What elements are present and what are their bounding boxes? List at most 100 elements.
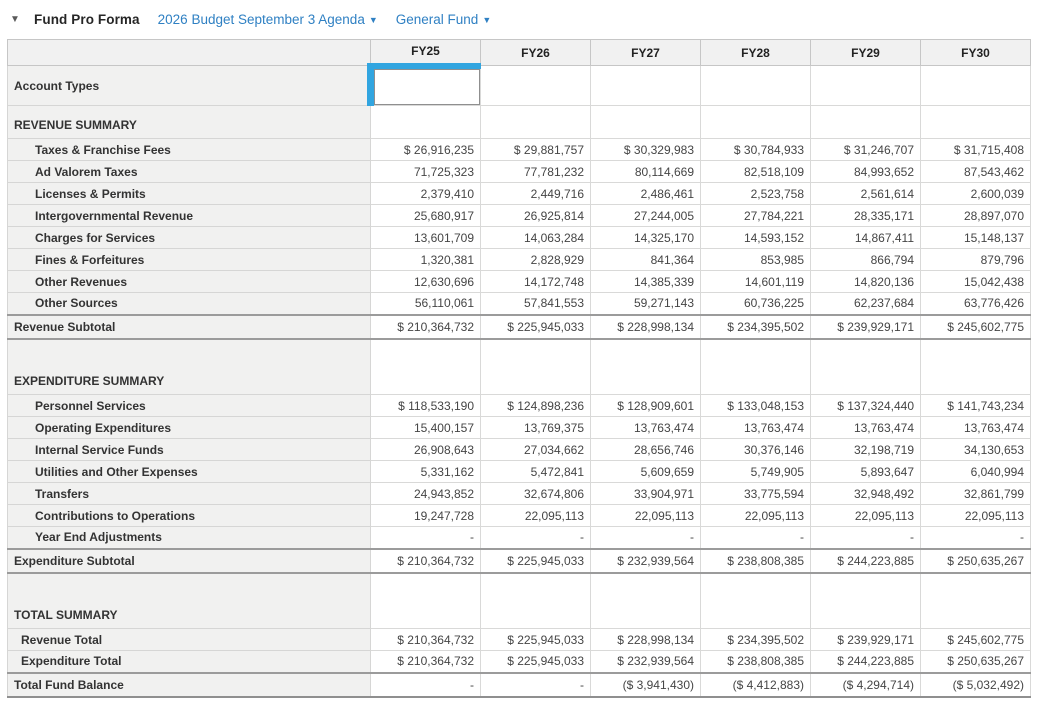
cell-fy25[interactable]: 15,400,157 — [370, 416, 481, 439]
cell-fy29[interactable]: $ 244,223,885 — [810, 650, 921, 673]
cell-fy26[interactable]: 2,449,716 — [480, 182, 591, 205]
cell-fy27[interactable]: 33,904,971 — [590, 482, 701, 505]
cell-fy27[interactable] — [590, 338, 701, 395]
cell-fy27[interactable]: 27,244,005 — [590, 204, 701, 227]
cell-fy30[interactable]: 15,042,438 — [920, 270, 1031, 293]
cell-fy30[interactable]: 15,148,137 — [920, 226, 1031, 249]
cell-fy28[interactable]: 2,523,758 — [700, 182, 811, 205]
cell-fy26[interactable]: 26,925,814 — [480, 204, 591, 227]
cell-fy27[interactable]: 28,656,746 — [590, 438, 701, 461]
cell-fy25[interactable]: 2,379,410 — [370, 182, 481, 205]
cell-fy27[interactable]: - — [590, 526, 701, 549]
cell-fy28[interactable]: 82,518,109 — [700, 160, 811, 183]
cell-fy25[interactable] — [367, 62, 481, 106]
cell-fy28[interactable]: 5,749,905 — [700, 460, 811, 483]
cell-fy30[interactable]: $ 141,743,234 — [920, 394, 1031, 417]
cell-fy27[interactable]: ($ 3,941,430) — [590, 671, 701, 698]
cell-fy27[interactable]: 14,325,170 — [590, 226, 701, 249]
cell-fy28[interactable]: 22,095,113 — [700, 504, 811, 527]
cell-fy25[interactable]: 1,320,381 — [370, 248, 481, 271]
cell-fy28[interactable]: 30,376,146 — [700, 438, 811, 461]
cell-fy28[interactable]: 27,784,221 — [700, 204, 811, 227]
cell-fy26[interactable]: - — [480, 671, 591, 698]
cell-fy28[interactable] — [700, 572, 811, 629]
cell-fy27[interactable]: 22,095,113 — [590, 504, 701, 527]
cell-fy25[interactable]: 56,110,061 — [370, 292, 481, 315]
fund-dropdown[interactable]: General Fund ▼ — [396, 12, 491, 27]
cell-fy25[interactable]: $ 210,364,732 — [370, 313, 481, 340]
cell-fy29[interactable] — [810, 65, 921, 106]
cell-fy29[interactable]: 14,820,136 — [810, 270, 921, 293]
cell-fy28[interactable]: $ 133,048,153 — [700, 394, 811, 417]
cell-fy25[interactable]: 24,943,852 — [370, 482, 481, 505]
cell-fy26[interactable] — [480, 65, 591, 106]
cell-fy27[interactable]: 13,763,474 — [590, 416, 701, 439]
cell-fy29[interactable]: 28,335,171 — [810, 204, 921, 227]
cell-fy29[interactable]: $ 31,246,707 — [810, 138, 921, 161]
cell-fy26[interactable]: 22,095,113 — [480, 504, 591, 527]
cell-fy26[interactable]: 57,841,553 — [480, 292, 591, 315]
cell-fy30[interactable] — [920, 338, 1031, 395]
cell-fy26[interactable]: 14,172,748 — [480, 270, 591, 293]
cell-fy28[interactable]: $ 238,808,385 — [700, 547, 811, 574]
cell-fy29[interactable]: - — [810, 526, 921, 549]
cell-fy26[interactable]: $ 124,898,236 — [480, 394, 591, 417]
cell-fy27[interactable]: $ 228,998,134 — [590, 313, 701, 340]
cell-fy26[interactable]: $ 225,945,033 — [480, 650, 591, 673]
column-header-fy25[interactable]: FY25 — [370, 39, 481, 66]
cell-fy28[interactable] — [700, 65, 811, 106]
cell-fy30[interactable]: $ 250,635,267 — [920, 650, 1031, 673]
cell-fy30[interactable]: 879,796 — [920, 248, 1031, 271]
cell-fy26[interactable]: - — [480, 526, 591, 549]
cell-fy25[interactable]: 71,725,323 — [370, 160, 481, 183]
cell-fy26[interactable]: $ 225,945,033 — [480, 547, 591, 574]
cell-fy27[interactable] — [590, 572, 701, 629]
cell-fy27[interactable]: $ 232,939,564 — [590, 547, 701, 574]
cell-fy29[interactable] — [810, 338, 921, 395]
cell-fy26[interactable] — [480, 105, 591, 139]
cell-fy28[interactable]: 13,763,474 — [700, 416, 811, 439]
column-header-fy27[interactable]: FY27 — [590, 39, 701, 66]
cell-fy25[interactable]: - — [370, 671, 481, 698]
cell-fy28[interactable]: ($ 4,412,883) — [700, 671, 811, 698]
cell-fy28[interactable]: 853,985 — [700, 248, 811, 271]
cell-fy26[interactable]: 27,034,662 — [480, 438, 591, 461]
cell-fy27[interactable]: 5,609,659 — [590, 460, 701, 483]
cell-fy25[interactable]: - — [370, 526, 481, 549]
cell-fy26[interactable]: 13,769,375 — [480, 416, 591, 439]
cell-fy30[interactable]: 2,600,039 — [920, 182, 1031, 205]
cell-fy29[interactable]: 22,095,113 — [810, 504, 921, 527]
cell-fy26[interactable] — [480, 338, 591, 395]
cell-fy28[interactable] — [700, 338, 811, 395]
cell-fy28[interactable]: 14,601,119 — [700, 270, 811, 293]
cell-fy28[interactable]: 60,736,225 — [700, 292, 811, 315]
cell-fy30[interactable]: ($ 5,032,492) — [920, 671, 1031, 698]
column-header-fy29[interactable]: FY29 — [810, 39, 921, 66]
cell-fy29[interactable]: 866,794 — [810, 248, 921, 271]
cell-fy28[interactable]: $ 234,395,502 — [700, 628, 811, 651]
cell-fy30[interactable]: 34,130,653 — [920, 438, 1031, 461]
cell-fy30[interactable] — [920, 572, 1031, 629]
cell-fy29[interactable]: 5,893,647 — [810, 460, 921, 483]
cell-fy25[interactable] — [370, 338, 481, 395]
cell-fy25[interactable]: $ 210,364,732 — [370, 628, 481, 651]
cell-fy26[interactable]: 5,472,841 — [480, 460, 591, 483]
cell-fy27[interactable]: 14,385,339 — [590, 270, 701, 293]
cell-fy28[interactable]: 33,775,594 — [700, 482, 811, 505]
column-header-fy28[interactable]: FY28 — [700, 39, 811, 66]
cell-fy27[interactable] — [590, 105, 701, 139]
cell-fy30[interactable]: 6,040,994 — [920, 460, 1031, 483]
cell-fy29[interactable]: 62,237,684 — [810, 292, 921, 315]
cell-fy29[interactable]: 32,948,492 — [810, 482, 921, 505]
cell-fy26[interactable] — [480, 572, 591, 629]
cell-fy25[interactable]: 26,908,643 — [370, 438, 481, 461]
cell-fy30[interactable] — [920, 65, 1031, 106]
cell-fy30[interactable]: - — [920, 526, 1031, 549]
cell-fy27[interactable]: $ 128,909,601 — [590, 394, 701, 417]
cell-fy26[interactable]: $ 29,881,757 — [480, 138, 591, 161]
cell-fy28[interactable]: $ 238,808,385 — [700, 650, 811, 673]
cell-fy29[interactable] — [810, 105, 921, 139]
cell-fy29[interactable]: ($ 4,294,714) — [810, 671, 921, 698]
cell-fy28[interactable]: 14,593,152 — [700, 226, 811, 249]
cell-fy30[interactable]: $ 31,715,408 — [920, 138, 1031, 161]
